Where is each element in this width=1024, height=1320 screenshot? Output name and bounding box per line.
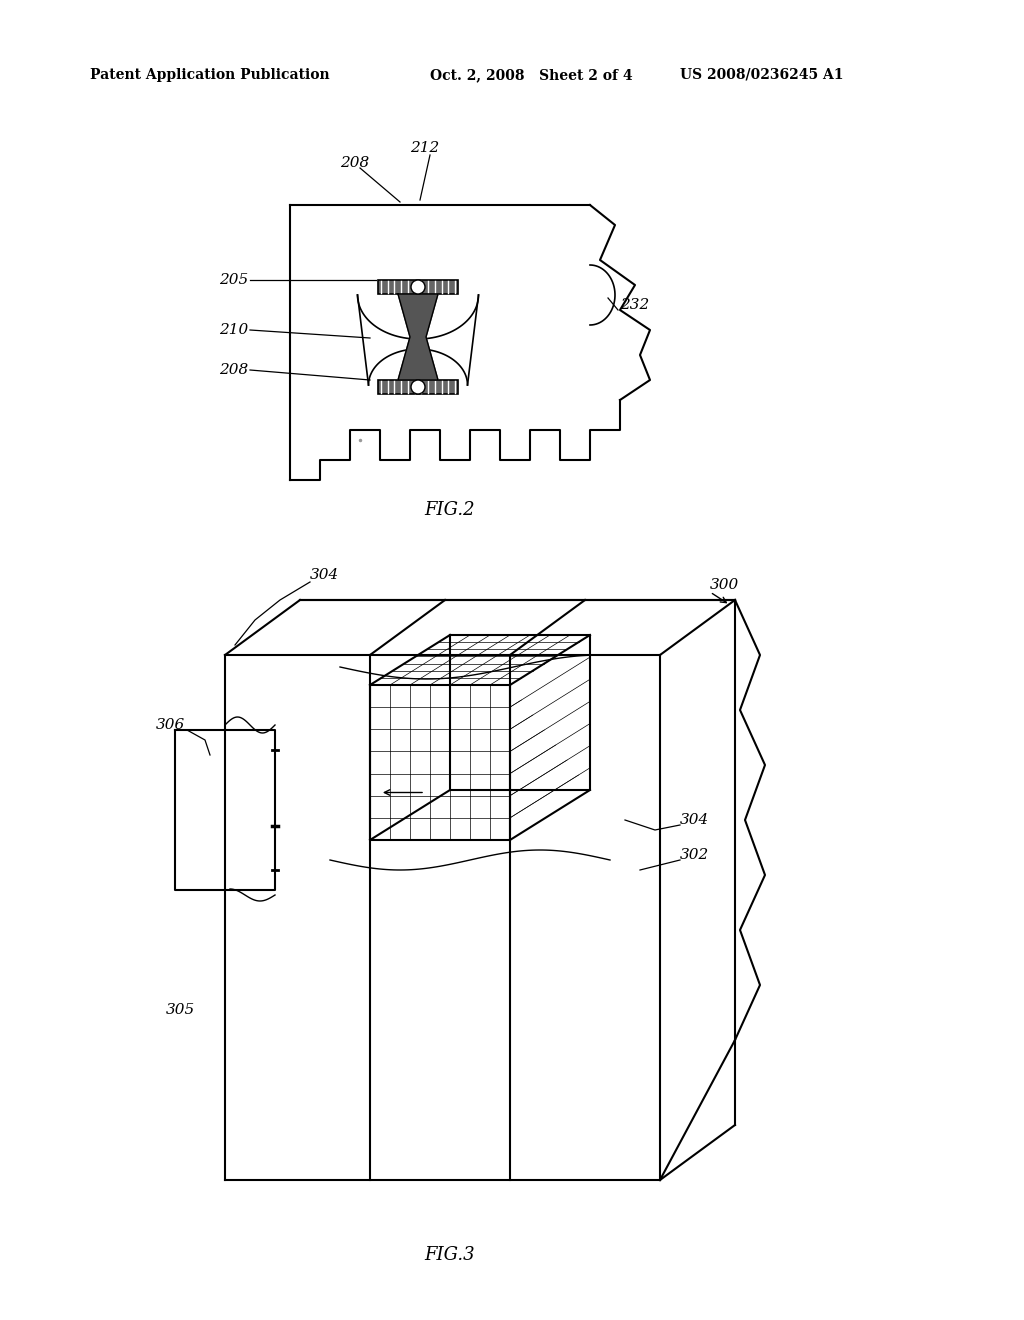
Text: 304: 304 (310, 568, 339, 582)
Text: FIG.2: FIG.2 (425, 502, 475, 519)
Circle shape (411, 280, 425, 294)
Text: US 2008/0236245 A1: US 2008/0236245 A1 (680, 69, 844, 82)
Text: 302: 302 (680, 847, 710, 862)
Bar (378, 280, 458, 294)
Circle shape (411, 380, 425, 393)
Text: 208: 208 (340, 156, 370, 170)
Text: 300: 300 (710, 578, 739, 591)
Text: 232: 232 (620, 298, 649, 312)
Text: Patent Application Publication: Patent Application Publication (90, 69, 330, 82)
Bar (378, 380, 458, 393)
Text: 212: 212 (410, 141, 439, 154)
Text: 205: 205 (219, 273, 248, 286)
Text: 304: 304 (680, 813, 710, 828)
Text: Oct. 2, 2008   Sheet 2 of 4: Oct. 2, 2008 Sheet 2 of 4 (430, 69, 633, 82)
Text: 210: 210 (219, 323, 248, 337)
Polygon shape (398, 294, 438, 380)
Text: 305: 305 (166, 1003, 195, 1016)
Text: 208: 208 (219, 363, 248, 378)
Text: 306: 306 (156, 718, 185, 733)
Text: FIG.3: FIG.3 (425, 1246, 475, 1265)
